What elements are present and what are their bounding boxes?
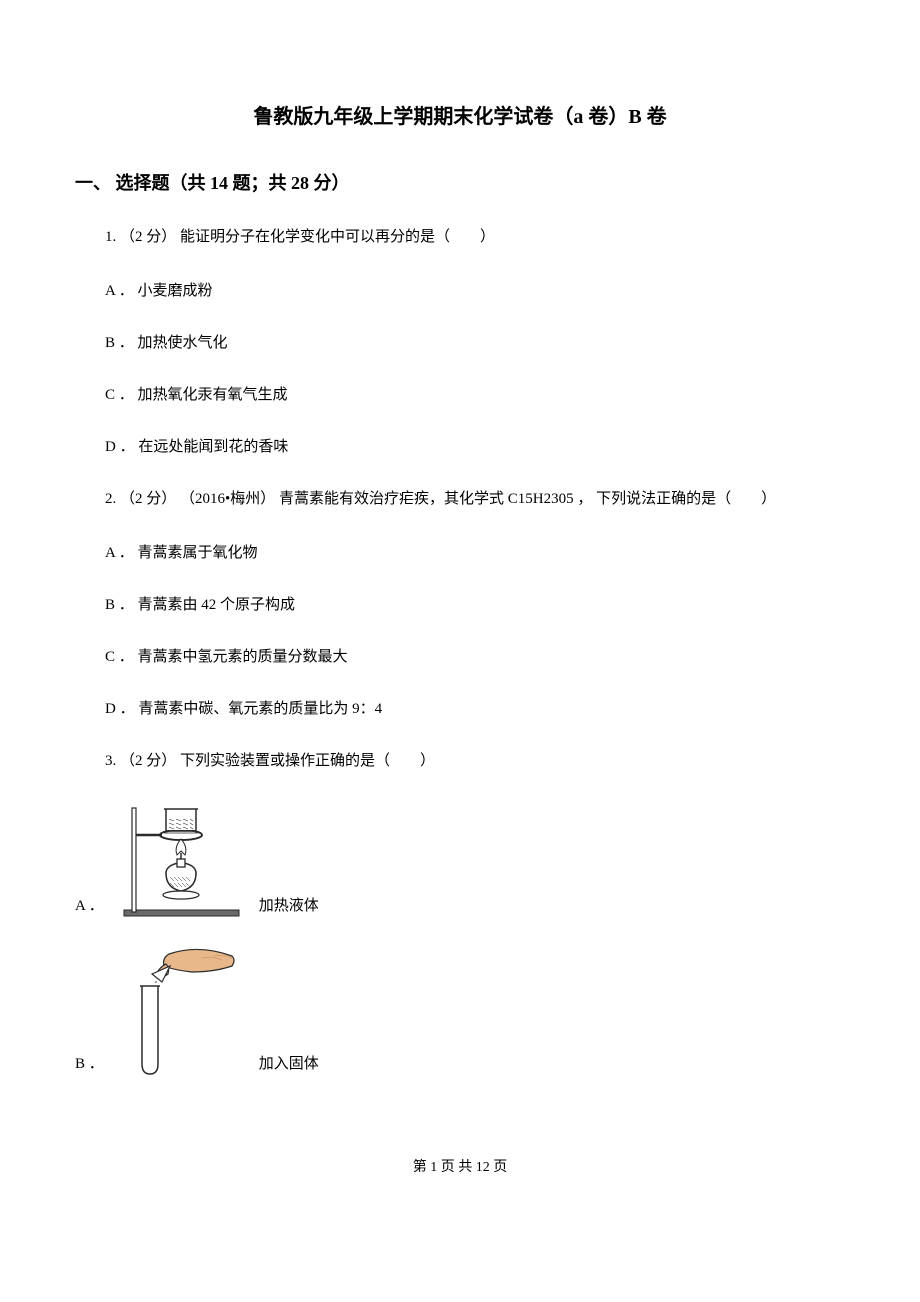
section-header: 一、 选择题（共 14 题；共 28 分） — [75, 169, 845, 195]
question-2-option-c: C ． 青蒿素中氢元素的质量分数最大 — [105, 645, 845, 669]
question-3-option-a: A ． — [75, 803, 845, 918]
footer-prefix: 第 — [413, 1160, 427, 1175]
option-text: 加热使水气化 — [138, 335, 228, 351]
footer-middle: 页 共 — [441, 1160, 473, 1175]
question-text: 下列实验装置或操作正确的是（ ） — [180, 753, 435, 769]
question-1-option-d: D ． 在远处能闻到花的香味 — [105, 435, 845, 459]
option-letter: D ． — [105, 439, 135, 455]
page-title: 鲁教版九年级上学期期末化学试卷（a 卷）B 卷 — [75, 100, 845, 129]
option-letter: D ． — [105, 701, 135, 717]
question-2-option-d: D ． 青蒿素中碳、氧元素的质量比为 9：4 — [105, 697, 845, 721]
question-number: 3. — [105, 753, 116, 769]
option-letter: C ． — [105, 387, 134, 403]
question-1-option-b: B ． 加热使水气化 — [105, 331, 845, 355]
question-points: （2 分） — [120, 229, 176, 245]
option-letter: C ． — [105, 649, 134, 665]
option-text: 青蒿素属于氧化物 — [138, 545, 258, 561]
option-letter: B ． — [75, 1052, 104, 1076]
footer-current-page: 1 — [430, 1160, 437, 1175]
option-text: 青蒿素中碳、氧元素的质量比为 9：4 — [138, 701, 382, 717]
question-1-option-a: A ． 小麦磨成粉 — [105, 279, 845, 303]
option-text: 青蒿素由 42 个原子构成 — [138, 597, 296, 613]
option-text: 加入固体 — [259, 1052, 319, 1076]
adding-solid-diagram — [114, 946, 244, 1076]
question-2: 2. （2 分） （2016•梅州） 青蒿素能有效治疗疟疾，其化学式 C15H2… — [105, 487, 845, 511]
option-text: 青蒿素中氢元素的质量分数最大 — [138, 649, 348, 665]
question-number: 2. — [105, 491, 116, 507]
option-letter: A ． — [75, 894, 104, 918]
question-points: （2 分） — [120, 491, 176, 507]
option-letter: A ． — [105, 545, 134, 561]
option-text: 小麦磨成粉 — [138, 283, 213, 299]
question-3-option-b: B ． 加入固体 — [75, 946, 845, 1076]
footer-suffix: 页 — [493, 1160, 507, 1175]
option-letter: B ． — [105, 597, 134, 613]
question-3: 3. （2 分） 下列实验装置或操作正确的是（ ） — [105, 749, 845, 773]
option-text: 在远处能闻到花的香味 — [138, 439, 288, 455]
heating-liquid-diagram — [114, 803, 244, 918]
footer-total-pages: 12 — [476, 1160, 490, 1175]
option-letter: A ． — [105, 283, 134, 299]
question-1-option-c: C ． 加热氧化汞有氧气生成 — [105, 383, 845, 407]
question-points: （2 分） — [120, 753, 176, 769]
option-letter: B ． — [105, 335, 134, 351]
question-2-option-b: B ． 青蒿素由 42 个原子构成 — [105, 593, 845, 617]
option-text: 加热液体 — [259, 894, 319, 918]
option-text: 加热氧化汞有氧气生成 — [138, 387, 288, 403]
section-title: 选择题（共 14 题；共 28 分） — [116, 173, 350, 193]
section-number: 一、 — [75, 173, 111, 193]
question-source: （2016•梅州） — [180, 491, 275, 507]
page-footer: 第 1 页 共 12 页 — [75, 1156, 845, 1176]
question-text: 青蒿素能有效治疗疟疾，其化学式 C15H2305 ， 下列说法正确的是（ ） — [279, 491, 776, 507]
question-text: 能证明分子在化学变化中可以再分的是（ ） — [180, 229, 495, 245]
question-1: 1. （2 分） 能证明分子在化学变化中可以再分的是（ ） — [105, 225, 845, 249]
question-number: 1. — [105, 229, 116, 245]
question-2-option-a: A ． 青蒿素属于氧化物 — [105, 541, 845, 565]
